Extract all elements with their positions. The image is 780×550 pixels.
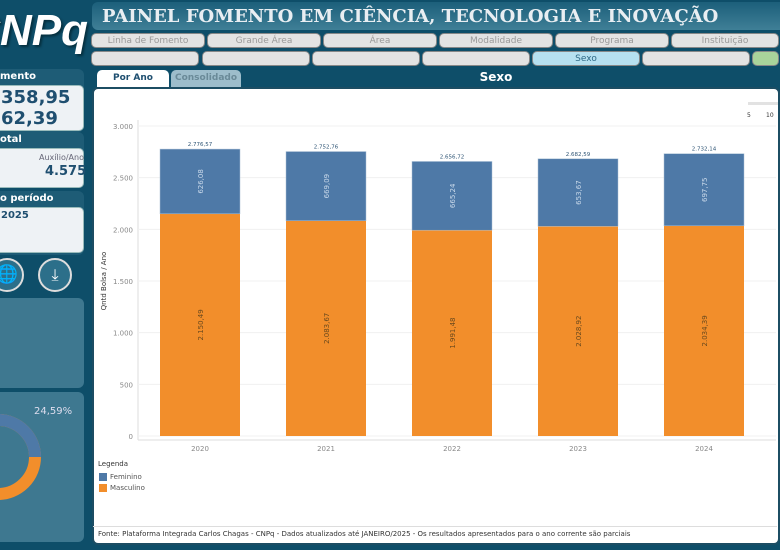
y-tick-label: 1.500	[113, 278, 133, 286]
total-label: 2.656,72	[440, 154, 465, 160]
period-value: 2025	[1, 210, 29, 221]
tab-consolidado[interactable]: Consolidado	[171, 70, 241, 87]
bar-feminino	[159, 148, 241, 215]
slider-tick: 5	[747, 112, 751, 119]
filter-2[interactable]: Área	[323, 33, 437, 48]
x-tick-label: 2022	[443, 445, 461, 453]
data-label-feminino: 626,08	[197, 169, 205, 194]
filter-row2-2[interactable]	[312, 51, 420, 66]
bar-masculino	[412, 230, 492, 436]
bar-masculino	[160, 213, 240, 436]
filter-row2-0[interactable]	[91, 51, 199, 66]
total-label: 2.682,59	[566, 152, 591, 158]
data-label-masculino: 2.150,49	[197, 309, 205, 340]
globe-icon[interactable]: 🌐	[0, 258, 24, 292]
donut-chart	[0, 414, 41, 500]
x-tick-label: 2021	[317, 445, 335, 453]
data-label-feminino: 669,09	[323, 174, 331, 199]
y-tick-label: 500	[120, 381, 133, 389]
filter-row2-5[interactable]	[642, 51, 750, 66]
filter-row2-1[interactable]	[202, 51, 310, 66]
filter-row2-3[interactable]	[422, 51, 530, 66]
data-label-masculino: 1.991,48	[449, 318, 457, 349]
tab-por-ano[interactable]: Por Ano	[97, 70, 169, 87]
aux-value: 4.575	[45, 164, 87, 179]
filter-3[interactable]: Modalidade	[439, 33, 553, 48]
data-label-masculino: 2.028,92	[575, 316, 583, 347]
investment-box: mento 358,95 62,39	[0, 69, 84, 132]
y-tick-label: 0	[129, 433, 133, 441]
page-header: PAINEL FOMENTO EM CIÊNCIA, TECNOLOGIA E …	[92, 2, 780, 30]
y-tick-label: 2.500	[113, 175, 133, 183]
legend-feminino[interactable]: Feminino	[110, 473, 142, 481]
legend-masculino[interactable]: Masculino	[110, 484, 145, 492]
cnpq-logo: CNPq	[0, 6, 88, 55]
donut-feminino	[0, 414, 41, 458]
y-tick-label: 2.000	[113, 226, 133, 234]
donut-panel: 24,59%	[0, 392, 84, 542]
investment-value-1: 358,95	[1, 87, 71, 108]
filter-row2-4[interactable]: Sexo	[532, 51, 640, 66]
filter-5[interactable]: Instituição	[671, 33, 779, 48]
filter-row2-6[interactable]	[752, 51, 779, 66]
data-label-masculino: 2.083,67	[323, 313, 331, 344]
total-label: 2.752,76	[314, 145, 339, 151]
y-tick-label: 1.000	[113, 330, 133, 338]
footer-divider	[93, 526, 777, 527]
bar-feminino	[285, 151, 367, 221]
total-label: 2.776,57	[188, 142, 213, 148]
footer-source: Fonte: Plataforma Integrada Carlos Chaga…	[98, 530, 631, 538]
total-title: otal	[0, 134, 22, 145]
data-label-feminino: 653,67	[575, 180, 583, 205]
x-tick-label: 2020	[191, 445, 209, 453]
aux-label: Auxílio/Ano	[39, 153, 84, 162]
y-tick-label: 3.000	[113, 123, 133, 131]
slider-tick: 10	[766, 112, 774, 119]
period-box: o período 2025	[0, 191, 84, 255]
filter-4[interactable]: Programa	[555, 33, 669, 48]
x-tick-label: 2023	[569, 445, 587, 453]
data-label-feminino: 697,75	[701, 177, 709, 202]
side-panel	[0, 298, 84, 388]
period-title: o período	[0, 193, 54, 204]
slider-track[interactable]	[748, 102, 778, 105]
legend-title: Legenda	[98, 460, 129, 468]
page-title: PAINEL FOMENTO EM CIÊNCIA, TECNOLOGIA E …	[102, 6, 719, 27]
bar-feminino	[663, 153, 745, 227]
legend-swatch-feminino	[99, 473, 107, 481]
download-icon[interactable]: ⤓	[38, 258, 72, 292]
total-label: 2.732,14	[692, 147, 717, 153]
filter-1[interactable]: Grande Área	[207, 33, 321, 48]
investment-title: mento	[0, 71, 36, 82]
bar-feminino	[411, 161, 493, 231]
x-tick-label: 2024	[695, 445, 713, 453]
bar-masculino	[664, 225, 744, 436]
total-box: otal Auxílio/Ano 4.575	[0, 132, 87, 188]
legend-swatch-masculino	[99, 484, 107, 492]
bar-feminino	[537, 158, 619, 227]
section-title: Sexo	[479, 70, 513, 84]
bar-masculino	[538, 226, 618, 436]
donut-label: 24,59%	[34, 406, 73, 417]
data-label-feminino: 665,24	[449, 183, 457, 208]
investment-value-2: 62,39	[1, 108, 58, 129]
data-label-masculino: 2.034,39	[701, 315, 709, 346]
filter-0[interactable]: Linha de Fomento	[91, 33, 205, 48]
y-axis-title: Qntd Bolsa / Ano	[100, 252, 108, 311]
bar-masculino	[286, 220, 366, 436]
